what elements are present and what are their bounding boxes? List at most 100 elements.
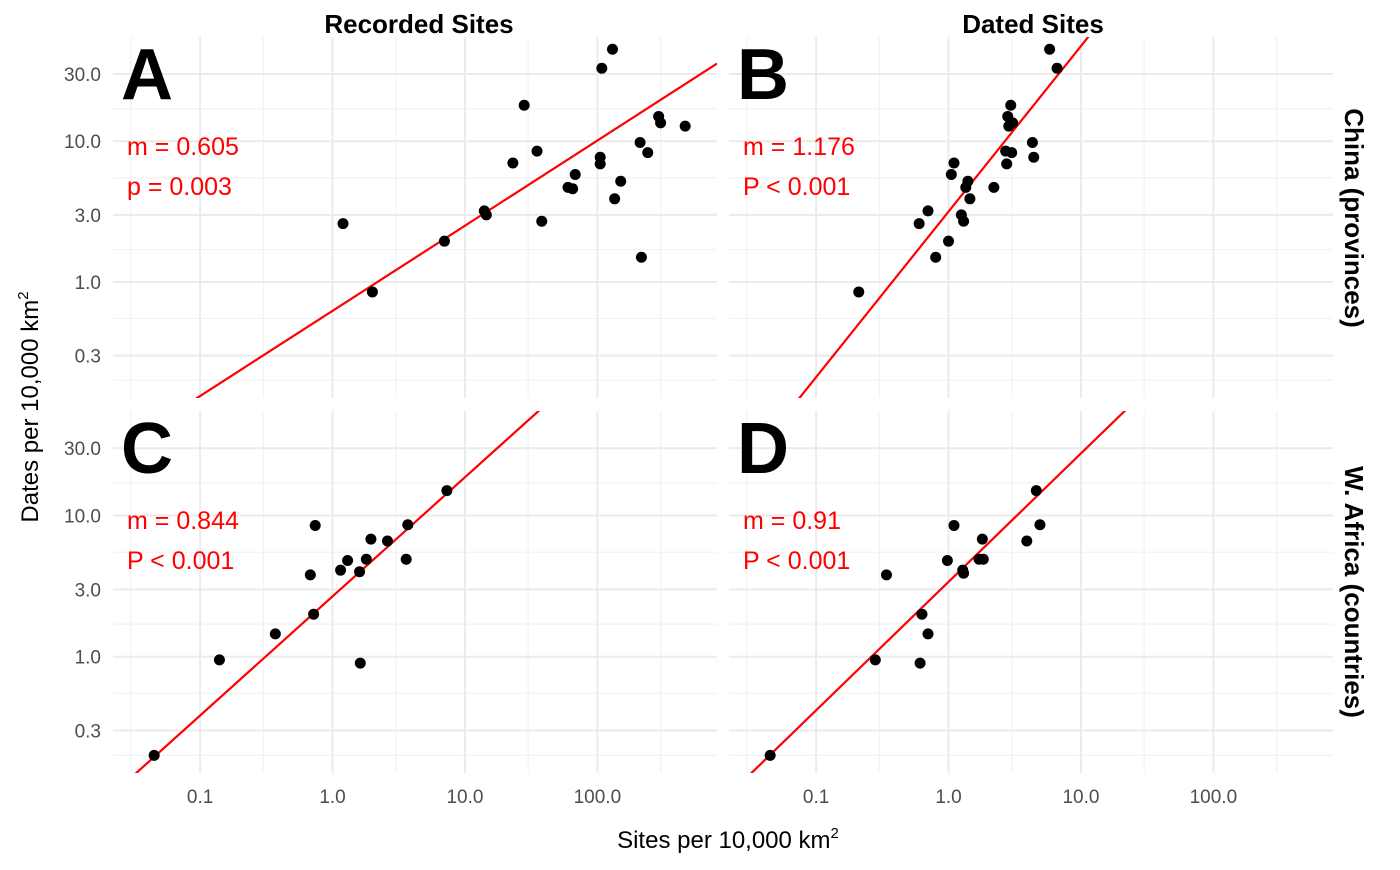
data-points [148, 43, 1063, 761]
data-point [531, 145, 543, 157]
y-tick-label: 1.0 [75, 648, 101, 669]
fit-lines [134, 37, 1127, 773]
data-point [642, 147, 654, 159]
data-point [1034, 519, 1046, 531]
x-tick-label: 1.0 [935, 787, 961, 808]
data-point [354, 657, 366, 669]
data-point [342, 555, 354, 567]
data-point [964, 193, 976, 205]
data-point [337, 218, 349, 230]
data-point [962, 175, 974, 187]
x-tick-label: 10.0 [446, 787, 483, 808]
data-point [518, 99, 530, 111]
x-tick-label: 0.1 [803, 787, 829, 808]
data-point [914, 657, 926, 669]
data-point [1028, 151, 1040, 163]
x-axis-title: Sites per 10,000 km2 [617, 825, 839, 854]
data-point [365, 533, 377, 545]
panel-annotation-a: m = 0.605 [127, 133, 239, 161]
data-point [308, 608, 320, 620]
x-tick-label: 1.0 [319, 787, 345, 808]
data-point [507, 157, 519, 169]
data-point [1007, 117, 1019, 129]
data-point [945, 169, 957, 181]
data-point [922, 628, 934, 640]
column-title-recorded: Recorded Sites [324, 9, 513, 39]
y-tick-label: 10.0 [64, 507, 101, 528]
data-point [606, 43, 618, 55]
data-point [1021, 535, 1033, 547]
panel-annotation-d: m = 0.91 [743, 507, 841, 535]
panel-annotation-b: m = 1.176 [743, 133, 855, 161]
data-point [148, 749, 160, 761]
y-tick-label: 0.3 [75, 347, 101, 368]
data-point [213, 654, 225, 666]
y-axis-title: Dates per 10,000 km2 [15, 291, 44, 522]
data-point [1005, 99, 1017, 111]
y-tick-label: 0.3 [75, 722, 101, 743]
data-point [366, 286, 378, 298]
data-point [1030, 485, 1042, 497]
panel-annotation-c: P < 0.001 [127, 547, 234, 575]
data-point [1044, 43, 1056, 55]
data-point [948, 157, 960, 169]
data-point [615, 175, 627, 187]
panel-letter-c: C [121, 409, 173, 489]
y-tick-label: 3.0 [75, 206, 101, 227]
data-point [764, 749, 776, 761]
data-point [304, 569, 316, 581]
y-tick-label: 1.0 [75, 273, 101, 294]
data-point [976, 533, 988, 545]
data-point [977, 553, 989, 565]
data-point [594, 158, 606, 170]
panel-letter-d: D [737, 409, 789, 489]
fit-line-b [798, 37, 1090, 398]
x-tick-label: 10.0 [1062, 787, 1099, 808]
y-tick-label: 10.0 [64, 132, 101, 153]
panel-annotation-d: P < 0.001 [743, 547, 850, 575]
data-point [930, 251, 942, 263]
data-point [958, 215, 970, 227]
x-tick-label: 100.0 [574, 787, 622, 808]
data-point [335, 564, 347, 576]
data-point [400, 553, 412, 565]
data-point [1051, 62, 1063, 74]
grid-layer [113, 37, 1333, 773]
data-point [635, 251, 647, 263]
y-tick-label: 30.0 [64, 65, 101, 86]
data-point [354, 566, 366, 578]
data-point [655, 117, 667, 129]
panel-annotation-a: p = 0.003 [127, 173, 232, 201]
x-tick-label: 0.1 [187, 787, 213, 808]
data-point [569, 169, 581, 181]
data-point [679, 120, 691, 132]
y-tick-label: 30.0 [64, 439, 101, 460]
panel-annotation-c: m = 0.844 [127, 507, 239, 535]
data-point [634, 136, 646, 148]
fit-line-a [195, 62, 717, 398]
data-point [381, 535, 393, 547]
panel-annotation-b: P < 0.001 [743, 173, 850, 201]
data-point [869, 654, 881, 666]
data-point [941, 555, 953, 567]
fit-line-d [749, 411, 1127, 773]
panel-letter-a: A [121, 35, 173, 115]
data-point [880, 569, 892, 581]
data-point [269, 628, 281, 640]
data-point [567, 183, 579, 195]
data-point [402, 519, 414, 531]
panel-letter-b: B [737, 35, 789, 115]
data-point [609, 193, 621, 205]
data-point [360, 553, 372, 565]
data-point [438, 235, 450, 247]
fit-line-c [134, 411, 541, 773]
data-point [1026, 136, 1038, 148]
data-point [1001, 158, 1013, 170]
data-point [958, 567, 970, 579]
data-point [480, 209, 492, 221]
data-point [916, 608, 928, 620]
data-point [913, 218, 925, 230]
data-point [596, 62, 608, 74]
data-point [1006, 147, 1018, 159]
